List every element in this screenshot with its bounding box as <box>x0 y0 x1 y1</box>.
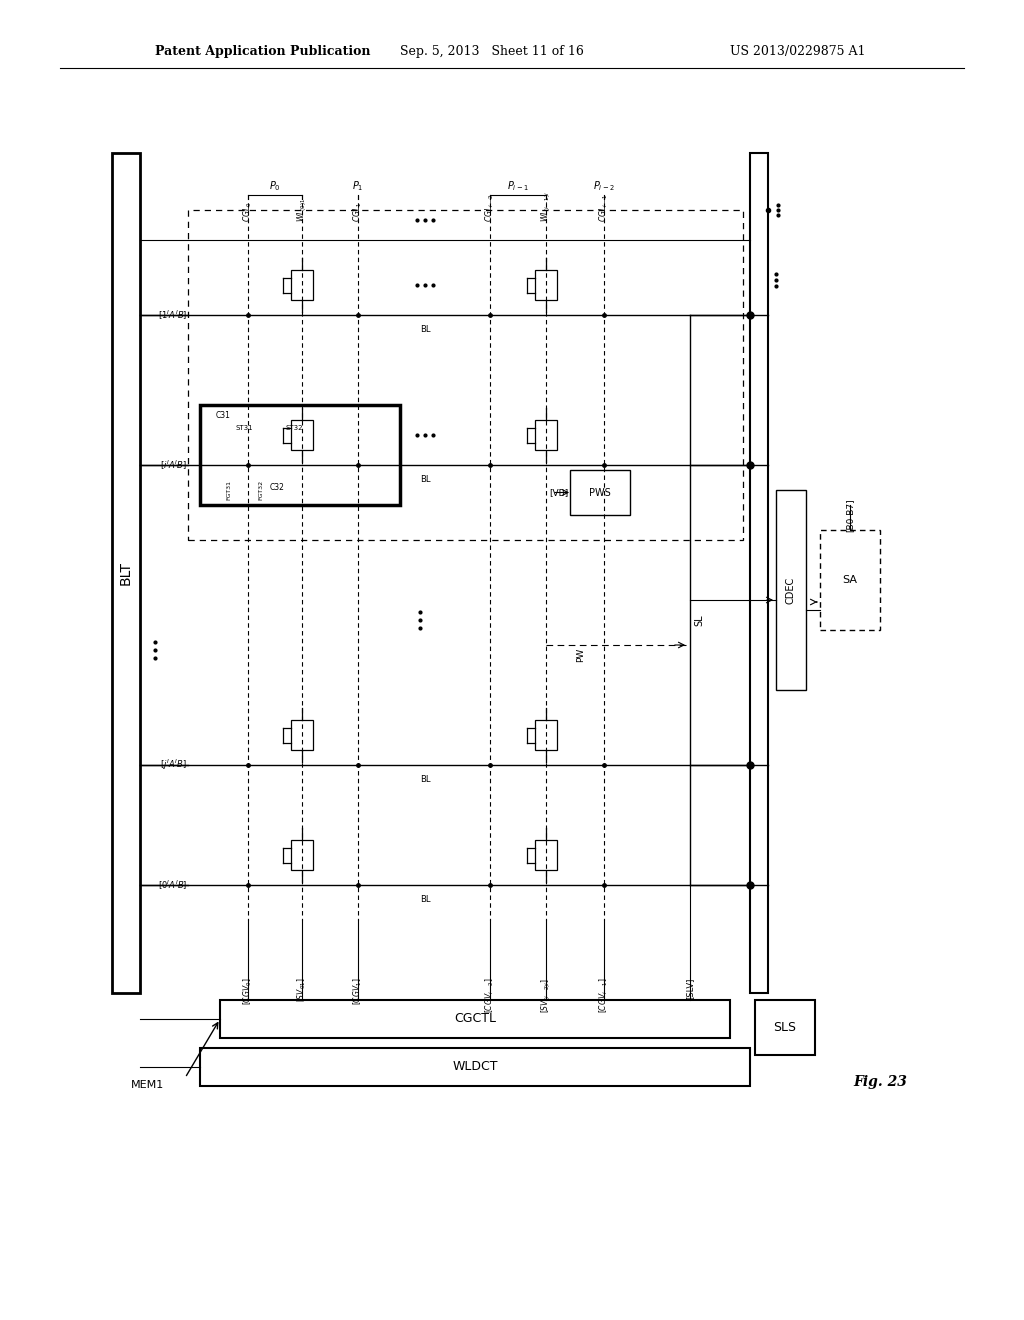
Bar <box>291 840 313 870</box>
Text: $CGL_1$: $CGL_1$ <box>352 202 365 222</box>
Text: BLT: BLT <box>119 561 133 585</box>
Text: $[SV_{(i-2)i}]$: $[SV_{(i-2)i}]$ <box>539 978 553 1012</box>
Bar <box>291 719 313 750</box>
Bar <box>535 420 557 450</box>
Bar <box>112 153 140 993</box>
Bar <box>570 470 630 515</box>
Text: WLDCT: WLDCT <box>453 1060 498 1073</box>
Text: Fig. 23: Fig. 23 <box>853 1074 907 1089</box>
Text: CGCTL: CGCTL <box>454 1012 496 1026</box>
Text: BL: BL <box>420 895 430 904</box>
Bar <box>750 153 768 993</box>
Text: $[j^IA^IB]$: $[j^IA^IB]$ <box>160 758 187 772</box>
Text: $P_{i-2}$: $P_{i-2}$ <box>593 180 614 193</box>
Text: $WL_{(i-1)i}$: $WL_{(i-1)i}$ <box>539 191 553 222</box>
Text: [VB]: [VB] <box>549 488 568 498</box>
Text: $CGL_{i-2}$: $CGL_{i-2}$ <box>483 194 497 222</box>
Text: $[CGV_0]$: $[CGV_0]$ <box>242 978 254 1006</box>
Bar <box>776 490 806 690</box>
Text: $P_0$: $P_0$ <box>269 180 281 193</box>
Text: C32: C32 <box>270 483 285 492</box>
Text: Sep. 5, 2013   Sheet 11 of 16: Sep. 5, 2013 Sheet 11 of 16 <box>400 45 584 58</box>
Text: BL: BL <box>420 475 430 484</box>
Text: MEM1: MEM1 <box>131 1080 165 1090</box>
Text: $WL_{(0)1}$: $WL_{(0)1}$ <box>295 198 309 222</box>
Text: $[i^IA^IB]$: $[i^IA^IB]$ <box>160 458 187 471</box>
Text: FGT32: FGT32 <box>258 480 263 500</box>
Text: $CGL_0$: $CGL_0$ <box>242 202 254 222</box>
Text: [SLV]: [SLV] <box>685 978 694 999</box>
Bar <box>200 1048 750 1086</box>
Text: $[CGV_{i-1}]$: $[CGV_{i-1}]$ <box>598 978 610 1014</box>
Text: $[CGV_1]$: $[CGV_1]$ <box>352 978 365 1006</box>
Text: $[0^IA^IB]$: $[0^IA^IB]$ <box>158 878 187 891</box>
Bar <box>200 405 400 506</box>
Text: CDEC: CDEC <box>786 577 796 603</box>
Text: BL: BL <box>420 776 430 784</box>
Bar <box>535 840 557 870</box>
Text: PW: PW <box>575 648 585 663</box>
Bar <box>535 719 557 750</box>
Bar <box>291 271 313 300</box>
Text: $P_{i-1}$: $P_{i-1}$ <box>507 180 528 193</box>
Text: ST31: ST31 <box>234 425 253 432</box>
Text: FGT31: FGT31 <box>226 480 231 500</box>
Bar <box>291 420 313 450</box>
Text: C31: C31 <box>216 412 230 421</box>
Bar <box>188 210 743 540</box>
Bar <box>535 271 557 300</box>
Text: $[CGV_{i-2}]$: $[CGV_{i-2}]$ <box>483 978 497 1014</box>
Text: $[1^IA^IB]$: $[1^IA^IB]$ <box>158 309 187 322</box>
Text: SL: SL <box>694 614 705 626</box>
Text: $CGL_{i-1}$: $CGL_{i-1}$ <box>598 194 610 222</box>
Text: $[SV_{01}]$: $[SV_{01}]$ <box>296 978 308 1002</box>
Text: SA: SA <box>843 576 857 585</box>
Text: PWS: PWS <box>589 487 611 498</box>
Text: BL: BL <box>420 326 430 334</box>
Text: ST32: ST32 <box>285 425 302 432</box>
Text: Patent Application Publication: Patent Application Publication <box>155 45 371 58</box>
Bar <box>820 531 880 630</box>
Text: US 2013/0229875 A1: US 2013/0229875 A1 <box>730 45 865 58</box>
Text: $P_1$: $P_1$ <box>352 180 364 193</box>
Bar <box>755 1001 815 1055</box>
Text: SLS: SLS <box>773 1020 797 1034</box>
Text: [B0-B7]: [B0-B7] <box>846 498 854 532</box>
Bar <box>220 1001 730 1038</box>
